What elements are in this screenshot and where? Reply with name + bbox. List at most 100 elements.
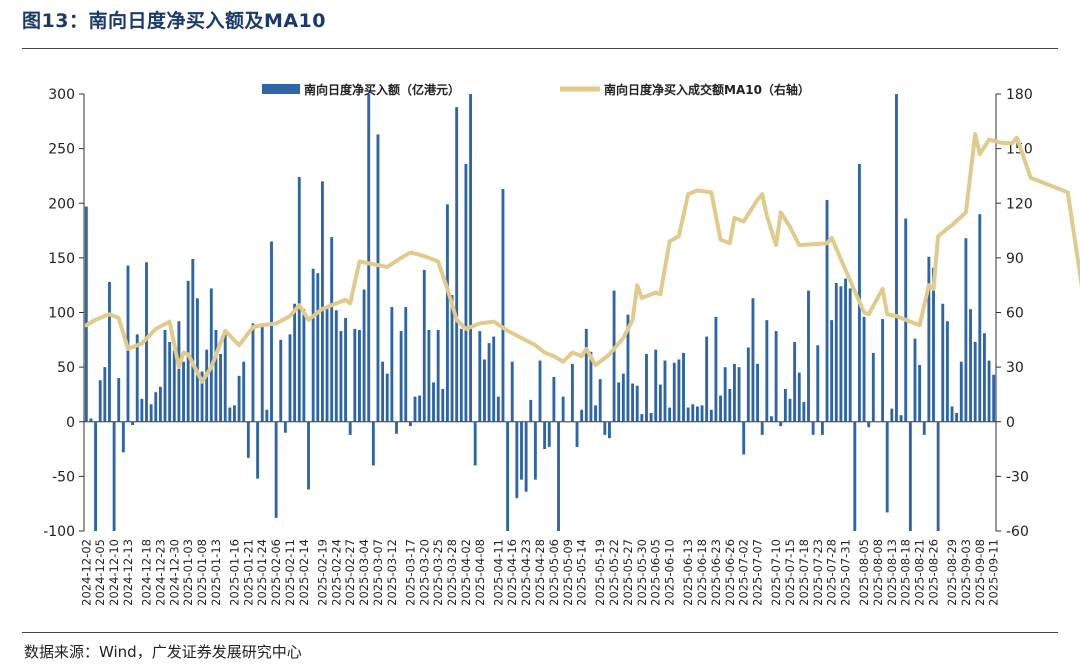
right-axis-tick-label: 30	[1006, 360, 1024, 376]
bar	[881, 319, 885, 422]
bar	[432, 382, 435, 422]
bar	[293, 303, 297, 422]
bar	[816, 345, 820, 422]
bar	[353, 328, 357, 422]
bar	[982, 333, 986, 422]
bar	[131, 421, 135, 426]
bar	[844, 278, 847, 422]
x-tick-label: 2025-03-04	[357, 539, 371, 606]
x-tick-label: 2025-08-08	[871, 539, 885, 606]
bar	[876, 421, 880, 423]
legend-bar-swatch	[262, 84, 300, 94]
bar	[774, 331, 778, 422]
bar	[561, 396, 565, 422]
x-tick-label: 2025-03-28	[445, 539, 459, 606]
left-axis-tick-label: 250	[48, 142, 75, 158]
bar	[200, 371, 204, 422]
bar	[233, 405, 236, 422]
x-tick-label: 2025-06-10	[663, 539, 677, 606]
bar	[371, 421, 375, 466]
bar	[279, 339, 283, 422]
bar	[626, 314, 630, 422]
x-tick-label: 2025-08-21	[913, 539, 927, 606]
x-tick-label: 2025-06-23	[709, 539, 723, 606]
bar	[760, 421, 764, 435]
bar	[885, 421, 889, 513]
x-tick-label: 2025-01-21	[241, 539, 255, 606]
bar	[746, 347, 750, 422]
bar	[802, 402, 806, 422]
bar	[737, 367, 741, 422]
x-tick-label: 2025-04-16	[505, 539, 519, 606]
bar	[195, 298, 199, 422]
bar	[214, 329, 218, 422]
bar	[598, 379, 602, 422]
bar	[524, 421, 528, 492]
bar	[992, 374, 996, 422]
bar	[436, 329, 440, 422]
bar	[274, 421, 278, 518]
x-tick-label: 2025-06-18	[695, 539, 709, 606]
bar	[381, 361, 385, 422]
x-tick-label: 2025-04-23	[519, 539, 533, 606]
bar	[413, 396, 417, 422]
bar	[862, 316, 866, 422]
bar	[307, 421, 310, 490]
bar	[570, 363, 574, 422]
left-axis-tick-label: 200	[48, 196, 75, 212]
bar	[830, 320, 834, 422]
bar	[256, 421, 260, 479]
x-tick-label: 2025-05-14	[575, 539, 589, 606]
x-tick-label: 2024-12-10	[107, 539, 121, 606]
bar	[779, 421, 783, 427]
bar	[98, 380, 102, 422]
x-tick-label: 2025-05-27	[621, 539, 635, 606]
x-tick-label: 2025-05-22	[607, 539, 621, 606]
bar	[631, 383, 635, 422]
bar	[223, 333, 227, 422]
bar	[135, 334, 139, 422]
bar	[677, 359, 681, 422]
bar	[427, 329, 431, 422]
bar	[339, 331, 343, 422]
bar	[895, 94, 898, 422]
x-tick-label: 2024-12-18	[140, 539, 154, 606]
x-tick-label: 2025-04-02	[459, 539, 473, 606]
bar	[654, 349, 658, 422]
bar	[867, 421, 871, 428]
bar	[927, 256, 931, 422]
bar	[719, 395, 722, 422]
x-tick-label: 2025-01-03	[181, 539, 195, 606]
bar	[950, 406, 954, 422]
bar	[325, 308, 329, 422]
left-axis-tick-label: 0	[66, 415, 75, 431]
bar	[751, 298, 755, 422]
bar	[404, 307, 408, 422]
bar	[168, 342, 172, 422]
bar	[834, 283, 838, 422]
bar	[908, 421, 912, 531]
bar	[788, 398, 792, 422]
bar	[84, 206, 88, 422]
x-tick-label: 2025-09-11	[987, 539, 1001, 606]
bar	[473, 421, 477, 466]
bar	[311, 268, 315, 422]
bar	[297, 177, 301, 422]
bar	[145, 262, 148, 422]
x-tick-label: 2025-03-12	[385, 539, 399, 606]
bar	[399, 331, 403, 422]
bar	[283, 421, 287, 433]
x-tick-label: 2025-05-30	[635, 539, 649, 606]
right-axis-tick-label: 60	[1006, 306, 1024, 322]
x-tick-label: 2025-01-13	[209, 539, 223, 606]
bar	[395, 421, 398, 434]
bar	[853, 421, 857, 531]
bar	[811, 421, 815, 435]
left-axis-tick-label: 50	[57, 360, 75, 376]
x-tick-label: 2025-05-09	[561, 539, 575, 606]
bar	[459, 328, 463, 422]
bar	[529, 399, 533, 422]
bar	[209, 288, 213, 422]
bar	[955, 413, 959, 422]
bar	[807, 290, 810, 422]
